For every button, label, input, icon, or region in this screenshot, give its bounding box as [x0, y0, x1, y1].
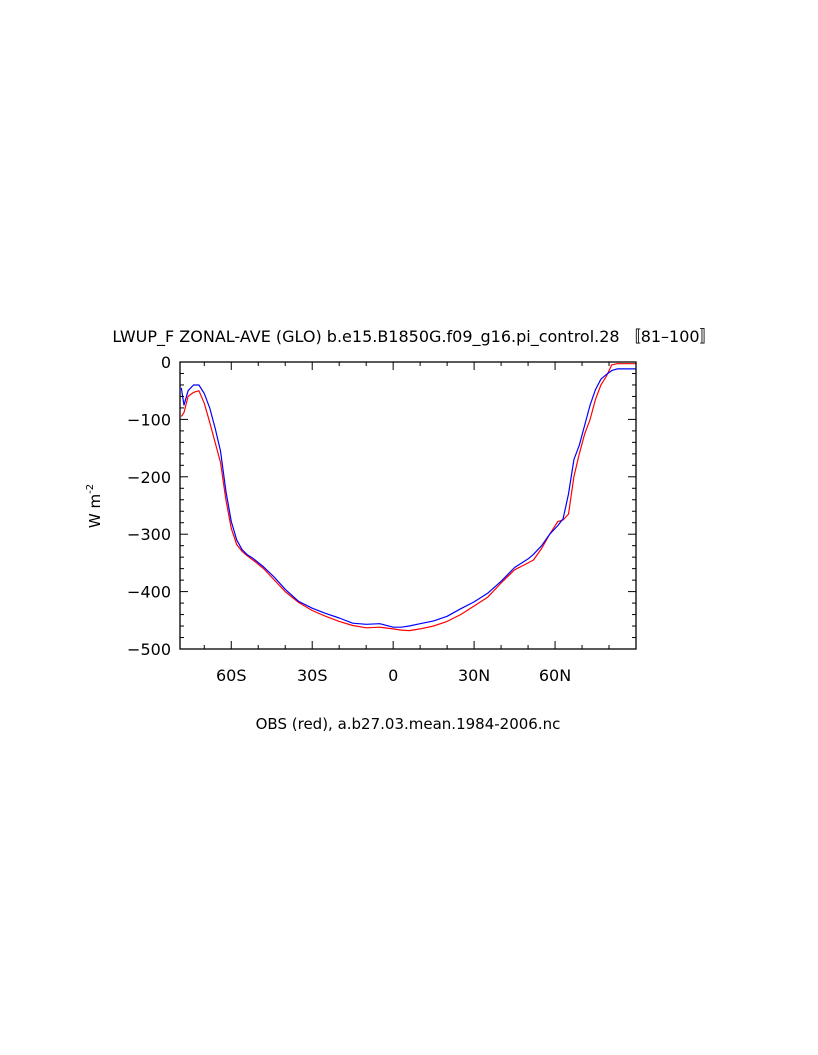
y-tick-label: −200 [127, 468, 171, 487]
y-axis-label-exponent: -2 [85, 484, 96, 494]
plot-frame [179, 361, 637, 650]
y-tick-label: −500 [127, 640, 171, 659]
series-line-1 [180, 368, 636, 628]
y-tick-label: −300 [127, 525, 171, 544]
x-tick-label: 30N [458, 666, 490, 685]
chart-title: LWUP_F ZONAL-AVE (GLO) b.e15.B1850G.f09_… [112, 327, 715, 347]
x-tick-label: 60N [539, 666, 571, 685]
x-tick-label: 60S [216, 666, 247, 685]
y-tick-label: −100 [127, 410, 171, 429]
y-axis-label-unit: W m [86, 494, 104, 528]
chart-subtitle: OBS (red), a.b27.03.mean.1984-2006.nc [256, 715, 561, 733]
ticks-layer: 0 −100 −200 −300 −400 −500 60S 30S 0 30N 60N [127, 353, 636, 685]
y-tick-label: −400 [127, 583, 171, 602]
series-layer [180, 363, 636, 632]
y-axis-label: W m-2 [85, 484, 104, 528]
x-tick-label: 30S [297, 666, 328, 685]
y-tick-label: 0 [161, 353, 171, 372]
x-tick-label: 0 [388, 666, 398, 685]
series-line-2 [180, 363, 636, 632]
